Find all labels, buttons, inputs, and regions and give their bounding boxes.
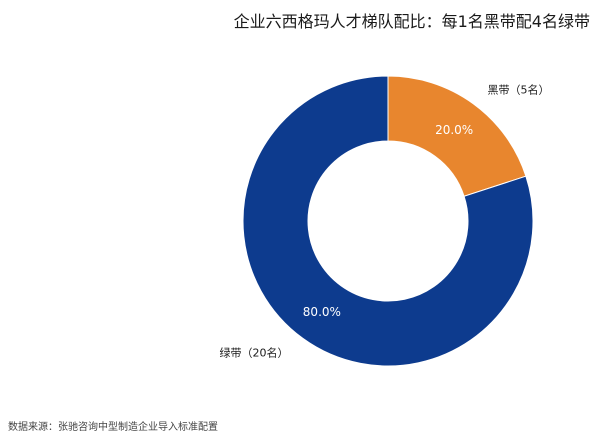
category-label-2: 绿带（20名） [220,345,289,359]
percent-label-1: 20.0% [435,123,473,137]
percent-label-2: 80.0% [303,305,341,319]
source-note: 数据来源：张驰咨询中型制造企业导入标准配置 [8,422,218,433]
category-labels: 黑带（5名） 绿带（20名） [220,83,550,360]
chart-title: 企业六西格玛人才梯队配比：每1名黑带配4名绿带 [233,12,590,31]
donut-slice-2 [242,75,534,367]
category-label-1: 黑带（5名） [487,83,549,97]
donut-slices [242,75,534,367]
donut-slice-1 [387,75,527,197]
percent-labels: 20.0% 80.0% [303,123,473,319]
